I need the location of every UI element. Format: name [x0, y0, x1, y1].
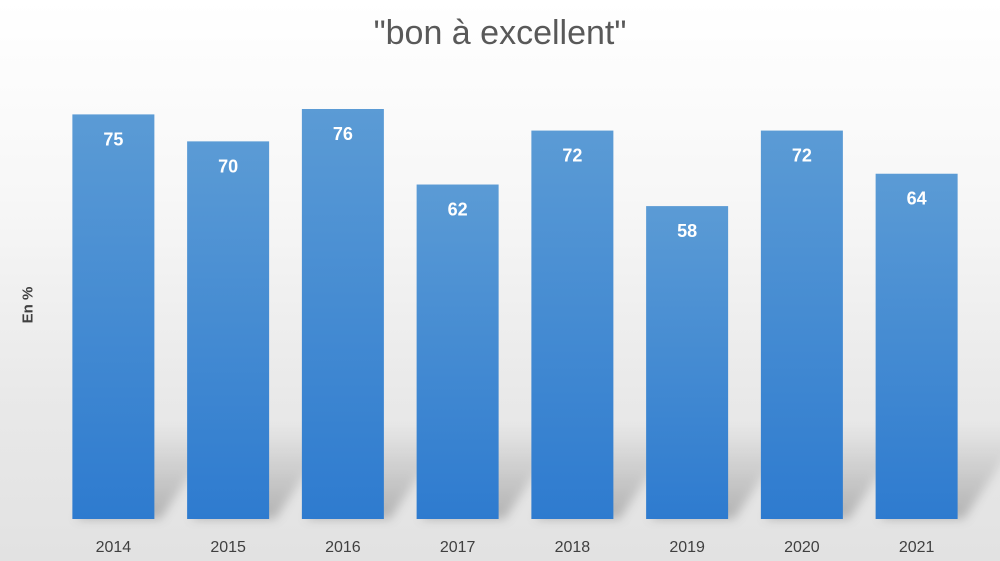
bar-2021 — [875, 173, 958, 519]
data-label-2021: 64 — [907, 189, 927, 209]
x-tick-label-2017: 2017 — [440, 539, 476, 556]
x-tick-label-2016: 2016 — [325, 539, 361, 556]
data-label-2016: 76 — [333, 124, 353, 144]
x-tick-label-2015: 2015 — [210, 539, 246, 556]
bar-2018 — [531, 130, 614, 519]
x-tick-label-2018: 2018 — [555, 539, 591, 556]
data-label-2018: 72 — [562, 146, 582, 166]
bar-2016 — [301, 109, 384, 519]
bar-2019 — [646, 206, 729, 519]
data-label-2019: 58 — [677, 221, 697, 241]
bar-2015 — [187, 141, 270, 520]
data-label-2017: 62 — [448, 200, 468, 220]
x-tick-label-2020: 2020 — [784, 539, 820, 556]
chart-title: "bon à excellent" — [373, 14, 627, 52]
bar-2017 — [416, 184, 499, 520]
bar-2014 — [72, 114, 155, 519]
x-tick-label-2014: 2014 — [96, 539, 132, 556]
x-tick-label-2019: 2019 — [669, 539, 705, 556]
data-label-2015: 70 — [218, 156, 238, 176]
data-label-2020: 72 — [792, 146, 812, 166]
x-tick-label-2021: 2021 — [899, 539, 935, 556]
bar-2020 — [760, 130, 843, 519]
data-label-2014: 75 — [103, 129, 123, 149]
